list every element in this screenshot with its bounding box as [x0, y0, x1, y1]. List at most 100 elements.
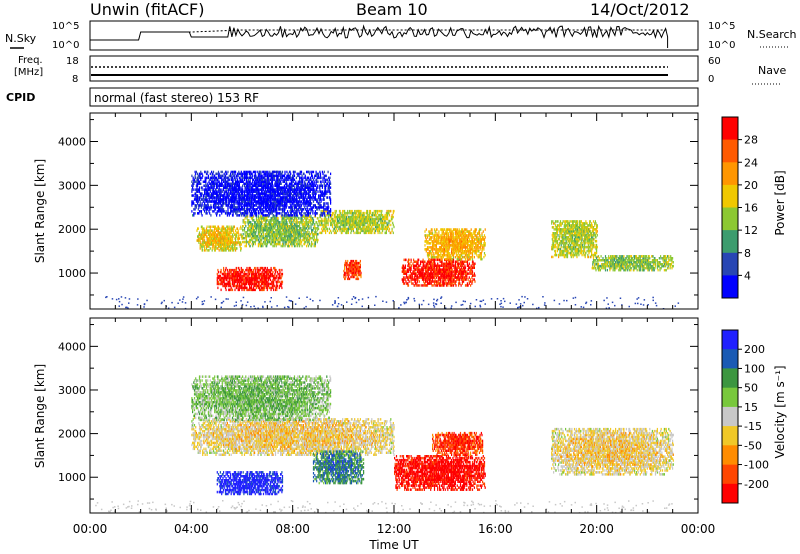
data-cell	[246, 267, 247, 270]
data-cell	[242, 241, 243, 244]
data-cell	[260, 289, 261, 292]
data-cell	[244, 227, 245, 230]
power-panel: 1000200030004000 Slant Range [km] 282420…	[33, 113, 787, 310]
data-cell	[278, 273, 279, 276]
nsky-trace	[90, 26, 668, 48]
data-cell	[230, 247, 231, 250]
data-cell	[210, 247, 211, 250]
data-cell	[238, 229, 239, 232]
beam-label: Beam 10	[356, 0, 428, 19]
data-cell	[221, 289, 222, 292]
date-label: 14/Oct/2012	[590, 0, 690, 19]
nave-label: Nave	[758, 64, 786, 77]
data-cell	[261, 239, 262, 242]
data-cell	[243, 237, 244, 240]
data-cell	[243, 269, 244, 272]
data-cell	[244, 241, 245, 244]
data-cell	[274, 285, 275, 288]
data-cell	[247, 289, 248, 292]
data-cell	[241, 243, 242, 246]
data-cell	[245, 231, 246, 234]
data-cell	[198, 227, 199, 230]
data-cell	[234, 285, 235, 288]
data-cell	[251, 269, 252, 272]
data-cell	[210, 226, 211, 229]
data-cell	[276, 269, 277, 272]
data-cell	[255, 221, 256, 224]
data-cell	[259, 281, 260, 284]
data-cell	[289, 245, 290, 248]
data-cell	[233, 235, 234, 238]
data-cell	[279, 281, 280, 284]
data-cell	[223, 267, 224, 270]
nsky-tick-high-right: 10^5	[708, 21, 735, 32]
data-cell	[200, 241, 201, 244]
data-cell	[246, 241, 247, 244]
data-cell	[262, 267, 263, 270]
data-cell	[245, 273, 246, 276]
data-cell	[226, 267, 227, 270]
data-cell	[231, 269, 232, 272]
freq-label: Freq.	[18, 55, 43, 66]
data-cell	[230, 283, 231, 286]
data-cell	[281, 245, 282, 248]
data-cell	[234, 226, 235, 229]
data-cell	[278, 217, 279, 220]
nsearch-label: N.Search	[747, 28, 797, 41]
data-cell	[253, 269, 254, 272]
data-cell	[219, 227, 220, 230]
data-cell	[272, 271, 273, 274]
data-cell	[218, 271, 219, 274]
data-cell	[283, 243, 284, 246]
data-cell	[242, 229, 243, 232]
data-cell	[219, 249, 220, 252]
data-cell	[222, 285, 223, 288]
nave-tick-high: 60	[708, 56, 721, 67]
data-cell	[271, 269, 272, 272]
data-cell	[255, 267, 256, 270]
data-cell	[231, 287, 232, 290]
data-cell	[229, 275, 230, 278]
data-cell	[217, 287, 218, 290]
data-cell	[228, 227, 229, 230]
nave-tick-low: 0	[708, 74, 714, 85]
data-cell	[243, 225, 244, 228]
nsearch-trace	[141, 30, 668, 32]
data-cell	[207, 226, 208, 229]
data-cell	[276, 275, 277, 278]
data-cell	[273, 289, 274, 292]
data-cell	[245, 225, 246, 228]
nsky-tick-low-right: 10^0	[708, 40, 735, 51]
data-cell	[226, 289, 227, 292]
data-cell	[287, 223, 288, 226]
data-cell	[236, 247, 237, 250]
freq-tick-low: 8	[72, 74, 78, 85]
data-cell	[253, 225, 254, 228]
data-cell	[282, 273, 283, 276]
data-cell	[279, 269, 280, 272]
data-cell	[243, 233, 244, 236]
data-cell	[279, 221, 280, 224]
freq-tick-high: 18	[66, 56, 79, 67]
data-cell	[239, 237, 240, 240]
data-cell	[200, 233, 201, 236]
data-cell	[202, 249, 203, 252]
data-cell	[272, 245, 273, 248]
data-cell	[240, 226, 241, 229]
cpid-value: normal (fast stereo) 153 RF	[94, 91, 259, 105]
data-cell	[245, 215, 246, 218]
data-cell	[229, 226, 230, 229]
data-cell	[282, 281, 283, 284]
data-cell	[277, 285, 278, 288]
data-cell	[226, 273, 227, 276]
data-cell	[208, 226, 209, 229]
data-cell	[236, 267, 237, 270]
nsky-tick-low-left: 10^0	[52, 40, 79, 51]
data-cell	[245, 245, 246, 248]
data-cell	[232, 289, 233, 292]
data-cell	[269, 283, 270, 286]
nsky-tick-high-left: 10^5	[52, 21, 79, 32]
station-title: Unwin (fitACF)	[90, 0, 204, 19]
data-cell	[205, 241, 206, 244]
freq-panel: Freq. [MHz] 18 8 60 0 Nave	[14, 55, 786, 85]
